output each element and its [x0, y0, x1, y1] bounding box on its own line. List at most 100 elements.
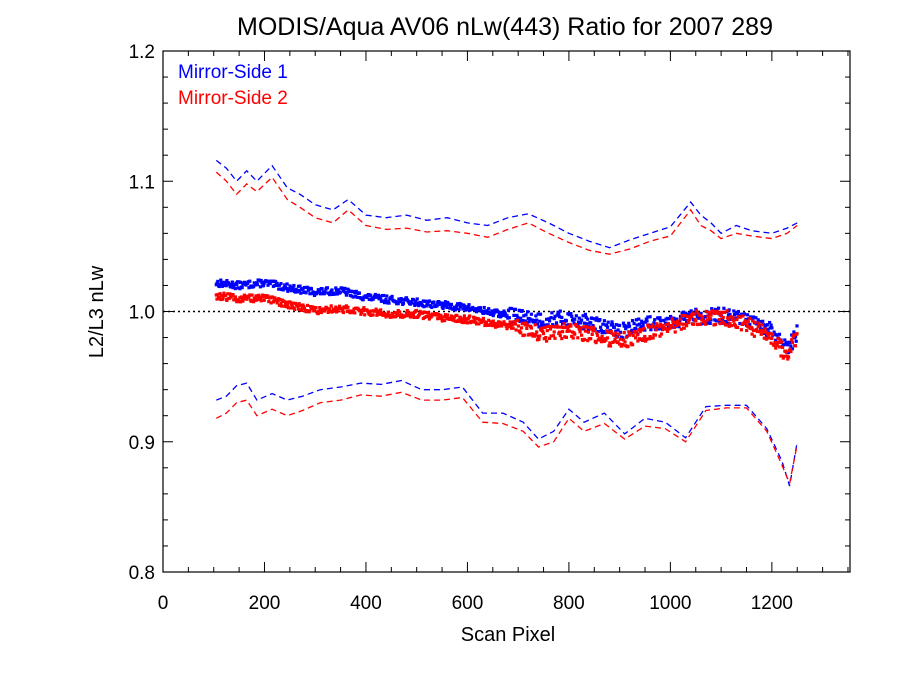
- data-point: [658, 334, 662, 338]
- data-point: [390, 294, 394, 298]
- data-point: [589, 337, 593, 341]
- data-point: [511, 326, 515, 330]
- data-point: [615, 335, 619, 339]
- data-point: [461, 307, 465, 311]
- data-point: [490, 309, 494, 313]
- data-point: [748, 316, 752, 321]
- data-point: [304, 291, 308, 295]
- data-point: [405, 309, 409, 313]
- data-point: [780, 340, 784, 344]
- data-point: [452, 317, 456, 321]
- data-point: [634, 330, 638, 334]
- legend-entry-ms2: Mirror-Side 2: [178, 88, 288, 109]
- data-point: [533, 323, 537, 327]
- data-point: [638, 330, 642, 334]
- data-point: [559, 319, 563, 324]
- data-point: [666, 329, 670, 333]
- data-point: [427, 299, 431, 303]
- data-point: [320, 287, 324, 291]
- data-point: [697, 313, 701, 317]
- data-point: [704, 315, 708, 319]
- data-point: [774, 340, 778, 344]
- data-point: [260, 281, 264, 285]
- data-point: [441, 306, 445, 310]
- data-point: [502, 320, 506, 324]
- data-point: [245, 281, 250, 286]
- data-point: [705, 318, 709, 322]
- data-point: [718, 322, 722, 326]
- data-point: [637, 317, 641, 321]
- data-point: [561, 326, 565, 330]
- data-point: [682, 310, 686, 314]
- data-point: [503, 312, 508, 316]
- data-point: [443, 319, 447, 323]
- y-tick-label: 0.8: [129, 563, 155, 584]
- data-point: [665, 328, 669, 332]
- data-point: [669, 324, 673, 328]
- data-point: [636, 339, 640, 343]
- x-axis-label: Scan Pixel: [461, 624, 556, 646]
- data-point: [578, 330, 582, 334]
- data-point: [275, 301, 279, 305]
- data-point: [682, 326, 686, 330]
- data-point: [514, 328, 518, 332]
- data-point: [564, 335, 568, 339]
- data-point: [584, 315, 588, 319]
- data-point: [576, 336, 580, 340]
- data-point: [769, 341, 773, 345]
- data-point: [657, 325, 661, 329]
- data-point: [565, 329, 569, 333]
- data-point: [679, 327, 683, 331]
- data-point: [678, 321, 682, 325]
- data-point: [689, 309, 693, 313]
- data-point: [635, 323, 639, 327]
- data-point: [659, 322, 663, 326]
- data-point: [497, 324, 501, 328]
- data-point: [794, 339, 798, 343]
- data-point: [292, 283, 296, 288]
- data-point: [404, 311, 409, 315]
- data-point: [326, 310, 330, 314]
- data-point: [261, 293, 265, 297]
- data-point: [710, 307, 714, 311]
- data-point: [512, 313, 516, 317]
- data-point: [298, 284, 302, 288]
- data-point: [391, 312, 395, 316]
- data-point: [534, 333, 538, 337]
- data-point: [359, 312, 363, 316]
- data-point: [351, 295, 355, 299]
- data-point: [309, 287, 313, 291]
- data-point: [221, 283, 225, 287]
- data-point: [692, 312, 696, 316]
- data-point: [465, 307, 469, 311]
- data-point: [595, 331, 599, 335]
- data-point: [567, 324, 571, 329]
- data-point: [774, 333, 778, 337]
- data-point: [519, 326, 524, 330]
- data-point: [784, 342, 788, 346]
- data-point: [727, 308, 731, 312]
- data-point: [252, 281, 256, 285]
- data-point: [735, 318, 739, 322]
- data-point: [701, 316, 705, 320]
- data-point: [570, 314, 574, 318]
- data-point: [738, 321, 742, 326]
- data-point: [453, 319, 457, 323]
- data-point: [540, 326, 544, 330]
- data-point: [675, 319, 680, 323]
- data-point: [443, 300, 447, 304]
- data-point: [653, 333, 657, 337]
- data-point: [787, 355, 791, 359]
- data-point: [491, 319, 495, 323]
- data-point: [672, 325, 676, 330]
- data-point: [544, 336, 548, 340]
- data-point: [369, 309, 374, 313]
- data-point: [795, 332, 799, 336]
- data-point: [505, 327, 509, 331]
- data-point: [519, 316, 523, 320]
- data-point: [436, 313, 441, 317]
- data-point: [586, 330, 590, 334]
- data-point: [343, 286, 347, 290]
- data-point: [558, 309, 562, 313]
- data-point: [770, 326, 774, 330]
